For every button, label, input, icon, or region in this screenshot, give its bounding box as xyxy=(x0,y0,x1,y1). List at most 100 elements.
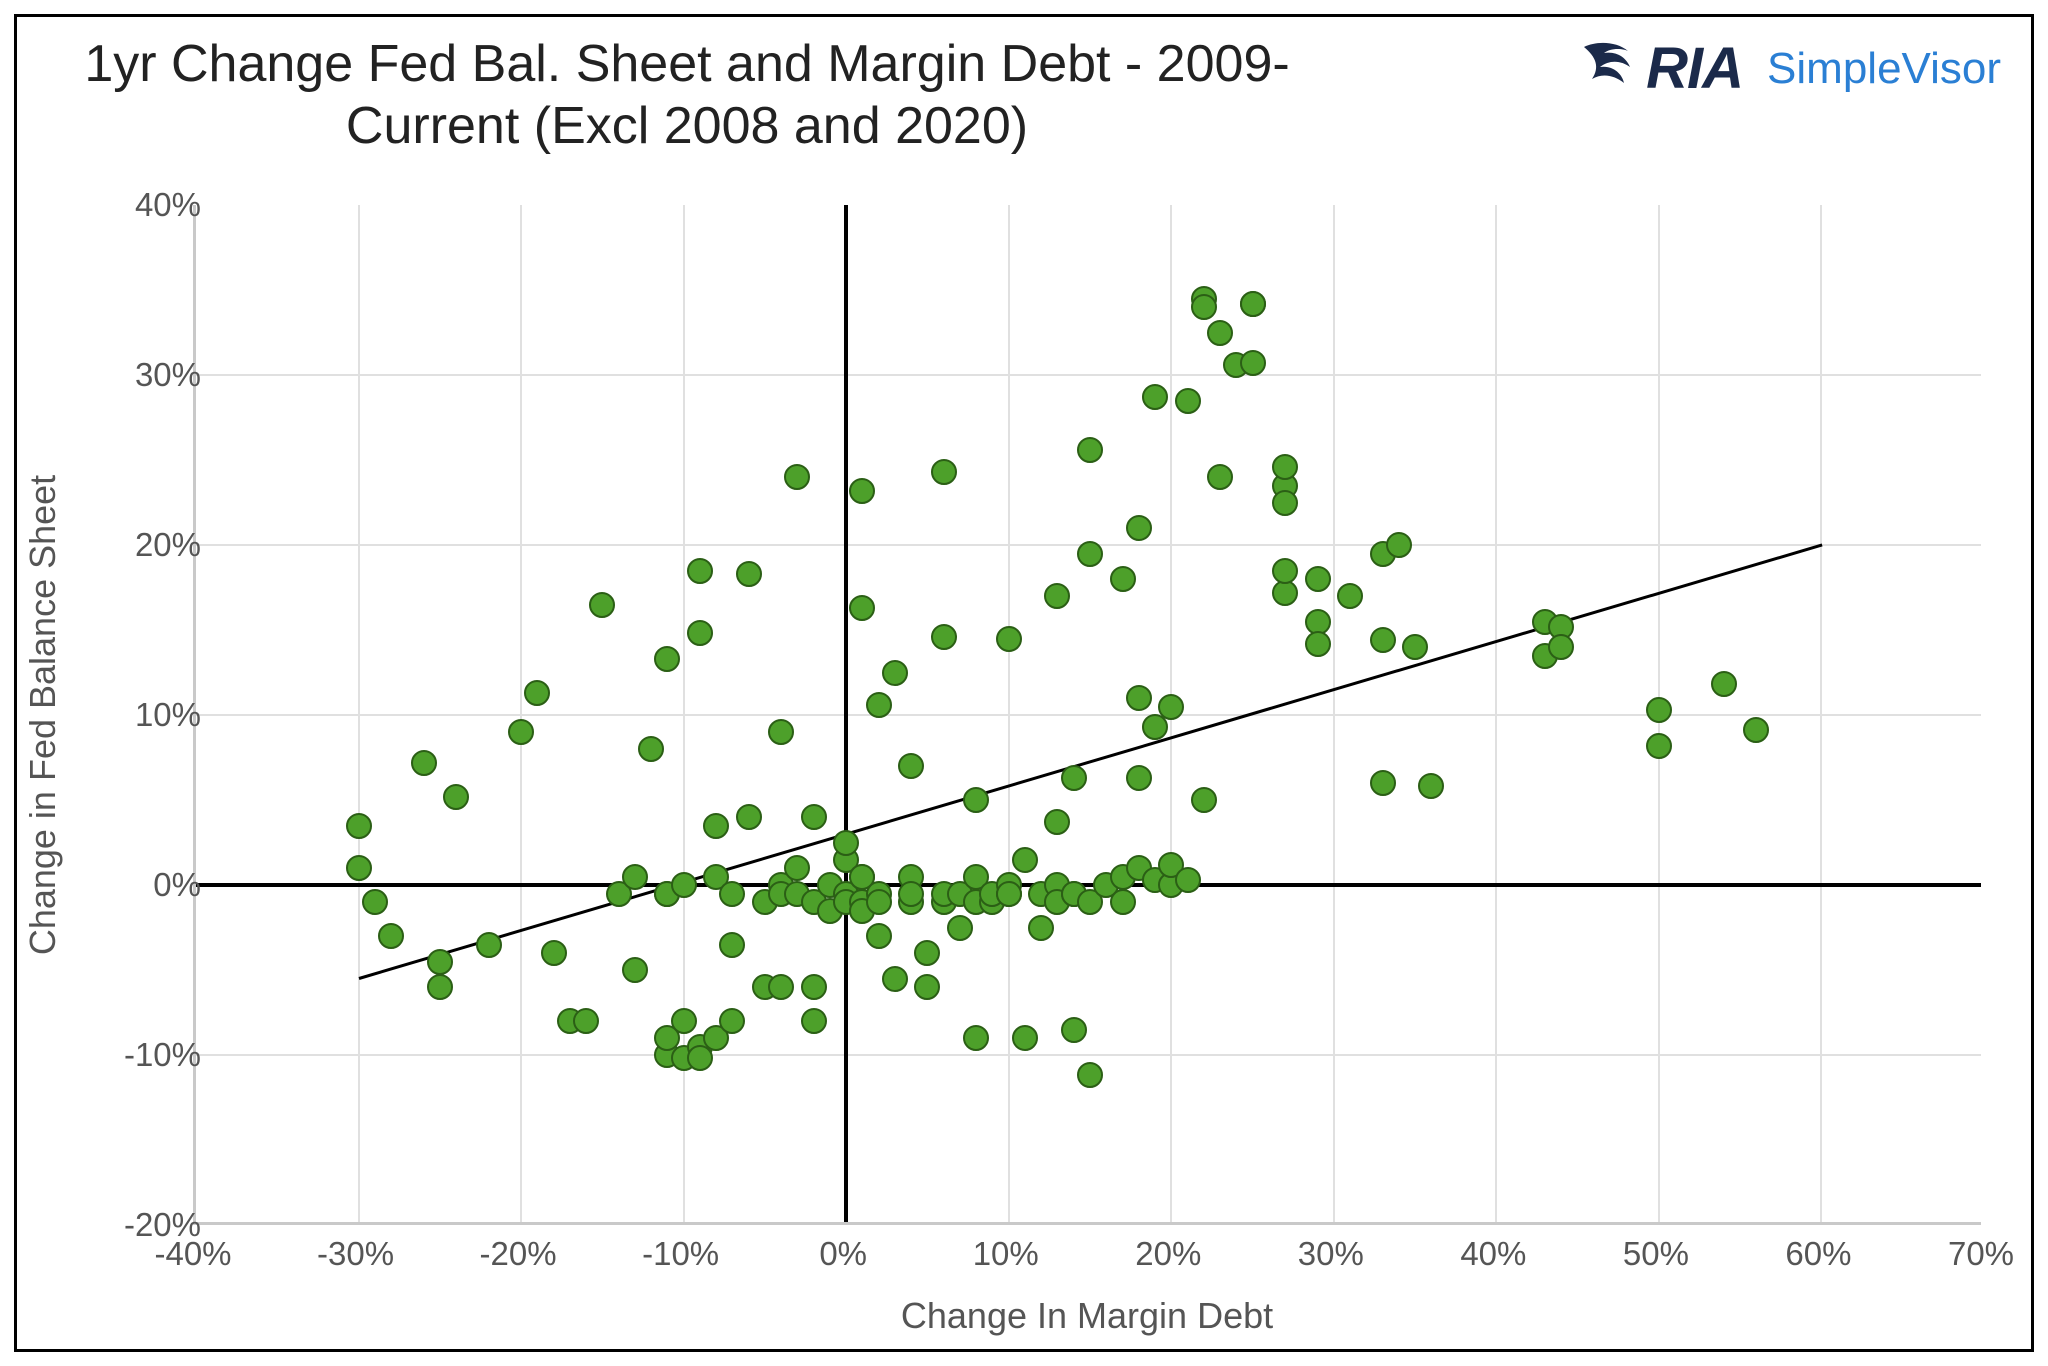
data-point xyxy=(801,974,827,1000)
data-point xyxy=(1175,867,1201,893)
data-point xyxy=(1061,1017,1087,1043)
data-point xyxy=(849,595,875,621)
logo-block: RIA SimpleVisor xyxy=(1576,35,2001,102)
data-point xyxy=(1142,384,1168,410)
data-point xyxy=(784,464,810,490)
y-axis-label: Change in Fed Balance Sheet xyxy=(23,205,63,1225)
data-point xyxy=(1370,627,1396,653)
chart-title: 1yr Change Fed Bal. Sheet and Margin Deb… xyxy=(37,33,1337,158)
x-tick: -10% xyxy=(642,1235,719,1273)
data-point xyxy=(736,804,762,830)
data-point xyxy=(524,680,550,706)
data-point xyxy=(866,923,892,949)
data-point xyxy=(346,813,372,839)
data-point xyxy=(476,932,502,958)
data-point xyxy=(1370,770,1396,796)
data-point xyxy=(1386,532,1412,558)
y-tick: -20% xyxy=(121,1206,211,1244)
data-point xyxy=(622,957,648,983)
data-point xyxy=(1272,490,1298,516)
data-point xyxy=(622,864,648,890)
data-point xyxy=(996,881,1022,907)
x-axis-label: Change In Margin Debt xyxy=(193,1295,1981,1337)
y-tick: 0% xyxy=(121,866,211,904)
data-point xyxy=(1240,350,1266,376)
title-line-2: Current (Excl 2008 and 2020) xyxy=(37,95,1337,157)
data-point xyxy=(1126,515,1152,541)
data-point xyxy=(1711,671,1737,697)
data-point xyxy=(1402,634,1428,660)
data-point xyxy=(1126,765,1152,791)
data-point xyxy=(784,855,810,881)
scatter-plot xyxy=(193,205,1981,1225)
data-point xyxy=(589,592,615,618)
data-point xyxy=(833,830,859,856)
data-point xyxy=(573,1008,599,1034)
x-tick: 40% xyxy=(1460,1235,1526,1273)
x-tick: 60% xyxy=(1785,1235,1851,1273)
data-point xyxy=(1646,697,1672,723)
x-tick: -20% xyxy=(480,1235,557,1273)
y-tick: -10% xyxy=(121,1036,211,1074)
data-point xyxy=(1077,437,1103,463)
x-tick: -30% xyxy=(317,1235,394,1273)
data-point xyxy=(882,966,908,992)
data-point xyxy=(963,787,989,813)
title-line-1: 1yr Change Fed Bal. Sheet and Margin Deb… xyxy=(37,33,1337,95)
data-point xyxy=(1207,320,1233,346)
data-point xyxy=(719,932,745,958)
data-point xyxy=(801,1008,827,1034)
data-point xyxy=(914,940,940,966)
data-point xyxy=(1061,765,1087,791)
data-point xyxy=(1646,733,1672,759)
data-point xyxy=(1743,717,1769,743)
data-point xyxy=(671,1008,697,1034)
data-point xyxy=(1158,694,1184,720)
data-point xyxy=(768,974,794,1000)
data-point xyxy=(638,736,664,762)
data-point xyxy=(947,915,973,941)
data-point xyxy=(1175,388,1201,414)
data-point xyxy=(1012,847,1038,873)
data-point xyxy=(1077,541,1103,567)
data-point xyxy=(443,784,469,810)
data-point xyxy=(1028,915,1054,941)
data-point xyxy=(849,478,875,504)
x-tick: 70% xyxy=(1948,1235,2014,1273)
data-point xyxy=(866,889,892,915)
data-point xyxy=(687,620,713,646)
x-tick: 50% xyxy=(1623,1235,1689,1273)
data-point xyxy=(1305,566,1331,592)
x-tick: 0% xyxy=(819,1235,867,1273)
data-point xyxy=(931,624,957,650)
x-tick: 10% xyxy=(973,1235,1039,1273)
data-point xyxy=(1012,1025,1038,1051)
data-point xyxy=(1305,631,1331,657)
eagle-icon xyxy=(1576,39,1636,99)
data-point xyxy=(719,1008,745,1034)
data-point xyxy=(898,753,924,779)
y-tick: 40% xyxy=(121,186,211,224)
data-point xyxy=(1110,566,1136,592)
data-point xyxy=(703,813,729,839)
data-point xyxy=(866,692,892,718)
data-point xyxy=(427,949,453,975)
data-point xyxy=(654,646,680,672)
simplevisor-logo-text: SimpleVisor xyxy=(1767,44,2001,94)
x-tick: 30% xyxy=(1298,1235,1364,1273)
ria-logo-text: RIA xyxy=(1646,35,1743,102)
data-point xyxy=(1077,1062,1103,1088)
data-point xyxy=(768,719,794,745)
y-tick: 10% xyxy=(121,696,211,734)
y-tick: 30% xyxy=(121,356,211,394)
data-point xyxy=(1240,291,1266,317)
data-point xyxy=(1337,583,1363,609)
data-point xyxy=(882,660,908,686)
data-point xyxy=(719,881,745,907)
data-point xyxy=(1548,634,1574,660)
data-point xyxy=(508,719,534,745)
data-point xyxy=(541,940,567,966)
data-point xyxy=(996,626,1022,652)
data-point xyxy=(1191,294,1217,320)
data-point xyxy=(1207,464,1233,490)
